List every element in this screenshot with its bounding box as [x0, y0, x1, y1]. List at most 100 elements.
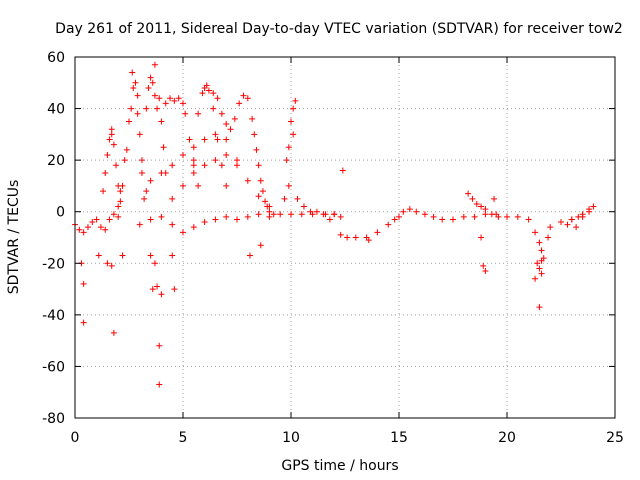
data-point	[331, 211, 338, 218]
data-point	[80, 229, 87, 236]
data-point	[203, 82, 210, 89]
y-tick-label: -20	[42, 256, 65, 272]
data-point	[300, 203, 307, 210]
data-point	[205, 87, 212, 94]
data-point	[322, 211, 329, 218]
data-point	[244, 95, 251, 102]
data-point	[121, 157, 128, 164]
data-point	[117, 198, 124, 205]
data-point	[115, 182, 122, 189]
data-point	[465, 190, 472, 197]
data-point	[182, 110, 189, 117]
data-point	[106, 216, 113, 223]
data-point	[214, 95, 221, 102]
data-point	[84, 224, 91, 231]
data-point	[385, 221, 392, 228]
data-point	[169, 162, 176, 169]
chart-title: Day 261 of 2011, Sidereal Day-to-day VTE…	[55, 21, 623, 37]
data-point	[115, 203, 122, 210]
data-point	[298, 211, 305, 218]
data-point	[147, 216, 154, 223]
data-point	[134, 92, 141, 99]
data-point	[270, 211, 277, 218]
data-point	[102, 170, 109, 177]
data-point	[573, 224, 580, 231]
data-point	[246, 252, 253, 259]
data-point	[210, 105, 217, 112]
data-point	[134, 110, 141, 117]
data-point	[288, 211, 294, 218]
data-point	[218, 110, 225, 117]
data-point	[104, 260, 111, 267]
data-point	[326, 216, 333, 223]
data-point	[156, 95, 163, 102]
data-point	[136, 221, 143, 228]
data-point	[251, 131, 258, 138]
data-point	[307, 208, 314, 215]
y-tick-label: 20	[47, 153, 65, 169]
data-point	[421, 211, 428, 218]
y-tick-label: 60	[47, 50, 65, 66]
y-tick-label: 0	[56, 205, 65, 221]
data-point	[482, 211, 489, 218]
data-point	[147, 252, 154, 259]
data-point	[212, 131, 219, 138]
data-point	[277, 211, 284, 218]
data-point	[514, 213, 521, 220]
data-point	[190, 157, 197, 164]
data-point	[141, 195, 148, 202]
data-point	[538, 270, 545, 277]
x-tick-label: 25	[606, 430, 624, 446]
data-point	[469, 195, 476, 202]
data-point	[488, 211, 495, 218]
data-point	[138, 170, 145, 177]
data-point	[195, 110, 202, 117]
data-point	[344, 234, 351, 241]
data-point	[180, 229, 186, 236]
data-point	[545, 234, 552, 241]
x-axis-label: GPS time / hours	[281, 458, 398, 474]
data-point	[480, 262, 487, 269]
data-point	[579, 213, 586, 220]
data-point	[113, 162, 120, 169]
data-point	[154, 105, 161, 112]
data-point	[313, 208, 320, 215]
data-point	[158, 118, 165, 125]
data-point	[586, 208, 593, 215]
y-tick-label: 40	[47, 102, 65, 118]
data-point	[255, 193, 262, 200]
data-point	[255, 211, 262, 218]
data-point	[104, 151, 111, 158]
data-point	[491, 195, 498, 202]
data-point	[590, 203, 597, 210]
data-point	[97, 224, 104, 231]
data-point	[201, 162, 208, 169]
data-point	[234, 162, 240, 169]
data-point	[234, 216, 240, 223]
data-point	[391, 216, 398, 223]
data-point	[478, 203, 485, 210]
data-point	[568, 216, 575, 223]
data-point	[108, 126, 115, 133]
data-point	[471, 213, 478, 220]
data-point	[534, 260, 541, 267]
data-point	[396, 213, 402, 220]
data-point	[400, 208, 407, 215]
data-point	[199, 90, 206, 97]
data-point	[290, 131, 297, 138]
data-point	[255, 162, 262, 169]
data-point	[218, 162, 225, 169]
data-point	[110, 329, 117, 336]
data-point	[240, 92, 247, 99]
data-point	[128, 105, 135, 112]
data-point	[190, 162, 197, 169]
data-point	[290, 105, 297, 112]
data-point	[169, 252, 176, 259]
data-point	[201, 219, 208, 226]
data-point	[190, 224, 197, 231]
data-point	[227, 126, 234, 133]
data-point	[110, 211, 117, 218]
y-axis-label: SDTVAR / TECUs	[6, 180, 22, 295]
data-point	[210, 90, 217, 97]
